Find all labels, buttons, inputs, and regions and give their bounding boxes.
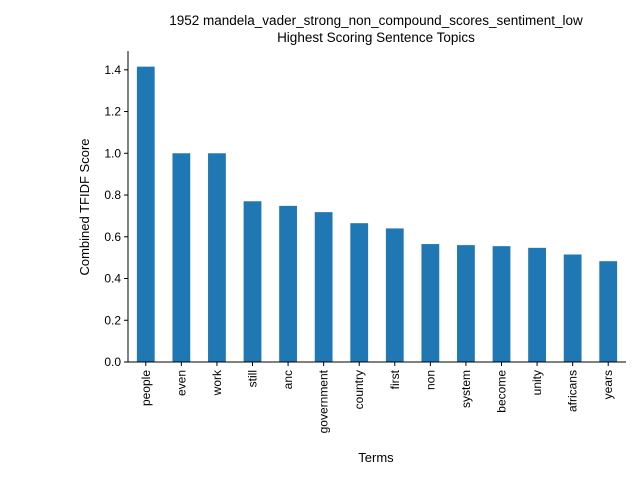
y-axis-label: Combined TFIDF Score xyxy=(77,138,92,275)
chart-title: 1952 mandela_vader_strong_non_compound_s… xyxy=(169,13,583,28)
y-tick-label: 1.4 xyxy=(104,63,121,77)
bar-africans xyxy=(563,254,582,362)
x-tick-label: first xyxy=(388,369,402,389)
bar-even xyxy=(172,153,191,362)
bar-system xyxy=(457,245,475,362)
bar-years xyxy=(599,261,618,362)
x-tick-label: still xyxy=(246,370,260,387)
x-ticks-group: people even work still anc government country f… xyxy=(139,362,615,433)
bar-people xyxy=(136,66,155,363)
x-tick-label: government xyxy=(317,369,331,433)
x-tick-label: anc xyxy=(281,370,295,389)
x-tick-label: people xyxy=(139,370,153,406)
y-tick-label: 1.2 xyxy=(104,105,121,119)
bar-unity xyxy=(528,247,546,362)
bars-group xyxy=(136,66,618,363)
x-tick-label: unity xyxy=(530,370,544,395)
y-tick-label: 0.0 xyxy=(104,355,121,369)
y-tick-label: 1.0 xyxy=(104,146,121,160)
x-axis-label: Terms xyxy=(358,450,394,465)
y-tick-label: 0.2 xyxy=(104,313,121,327)
x-tick-label: work xyxy=(210,369,224,396)
y-ticks-group: 0.0 0.2 0.4 0.6 0.8 1.0 1.2 1.4 xyxy=(104,63,128,369)
x-tick-label: country xyxy=(352,370,366,409)
bar-first xyxy=(385,228,404,362)
y-tick-label: 0.4 xyxy=(104,272,121,286)
bar-anc xyxy=(279,205,297,362)
bar-government xyxy=(314,212,333,362)
bar-country xyxy=(350,223,369,362)
bar-still xyxy=(243,201,262,362)
x-tick-label: system xyxy=(459,370,473,408)
x-tick-label: even xyxy=(174,370,188,396)
x-tick-label: become xyxy=(495,370,509,413)
bar-become xyxy=(492,246,511,362)
y-tick-label: 0.8 xyxy=(104,188,121,202)
x-tick-label: africans xyxy=(566,370,580,412)
x-tick-label: non xyxy=(423,370,437,390)
y-tick-label: 0.6 xyxy=(104,230,121,244)
bar-work xyxy=(208,153,226,362)
chart-subtitle: Highest Scoring Sentence Topics xyxy=(277,30,475,45)
bar-non xyxy=(421,244,440,362)
x-tick-label: years xyxy=(601,370,615,399)
